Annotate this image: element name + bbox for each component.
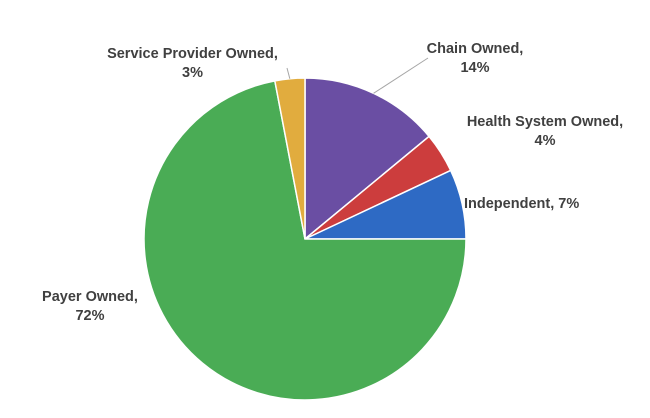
slice-label-payer-owned-name: Payer Owned,	[42, 289, 138, 305]
slice-label-chain-owned: Chain Owned, 14%	[405, 40, 545, 78]
slice-label-health-system-owned-name: Health System Owned,	[466, 114, 624, 130]
leader-line-service-provider-owned	[286, 67, 291, 79]
slice-label-chain-owned-name: Chain Owned,	[426, 41, 524, 57]
slice-label-payer-owned: Payer Owned, 72%	[25, 288, 155, 326]
slice-label-independent-value: 7%	[558, 196, 580, 212]
slice-label-health-system-owned: Health System Owned, 4%	[440, 113, 650, 151]
slice-label-service-provider-owned-name: Service Provider Owned,	[107, 46, 278, 62]
slice-label-payer-owned-value: 72%	[75, 308, 105, 324]
pie-slice-payer-owned	[143, 79, 467, 401]
slice-label-independent-name: Independent	[464, 196, 551, 212]
slice-label-health-system-owned-value: 4%	[534, 133, 556, 149]
pie-slice-service-provider-owned	[273, 77, 306, 240]
slice-label-independent: Independent, 7%	[464, 196, 580, 212]
slice-label-service-provider-owned-value: 3%	[182, 65, 203, 81]
slice-label-chain-owned-value: 14%	[460, 60, 490, 76]
slice-label-service-provider-owned: Service Provider Owned, 3%	[90, 45, 295, 83]
leader-line-chain-owned	[373, 57, 429, 94]
